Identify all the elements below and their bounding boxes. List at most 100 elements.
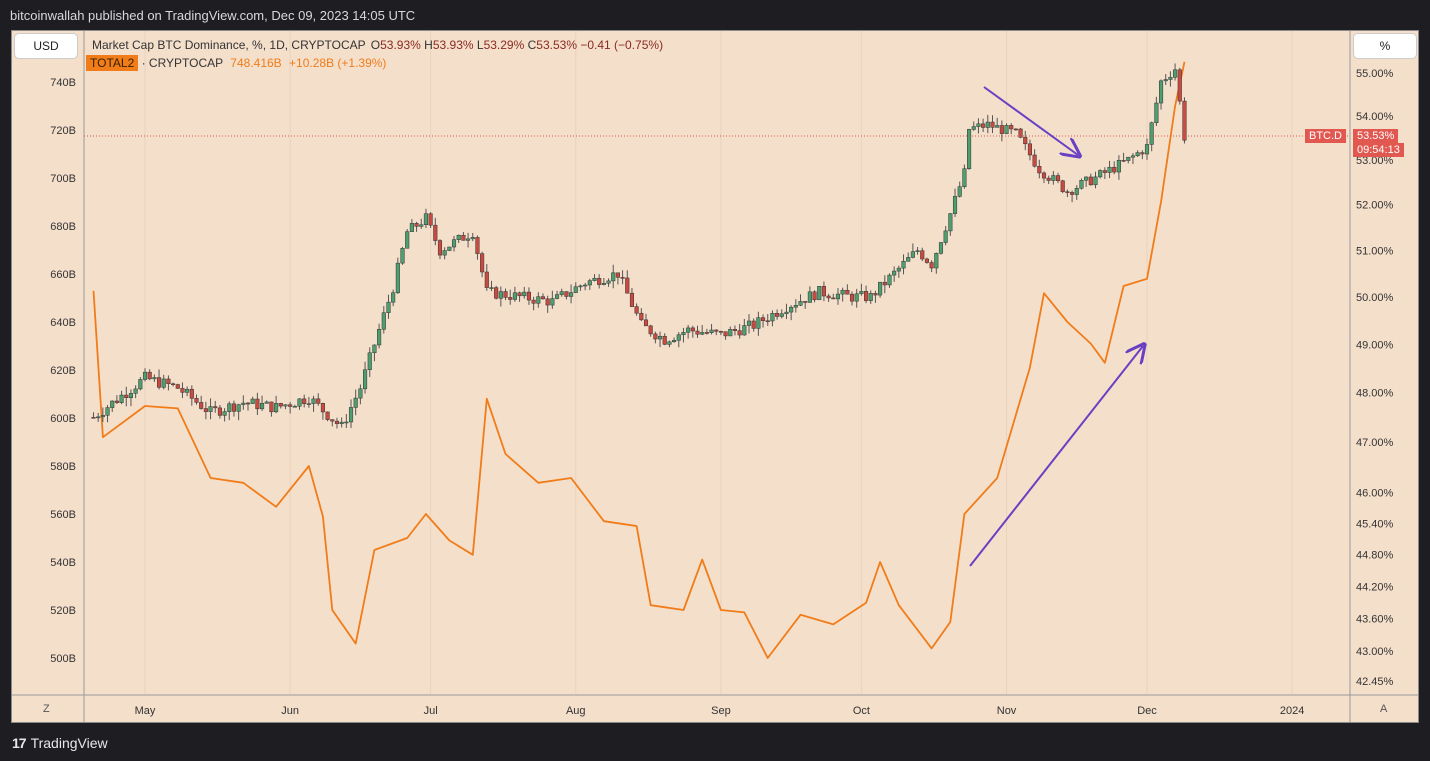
candle [1013, 128, 1018, 131]
zoom-button[interactable]: Z [43, 703, 50, 715]
candle [288, 402, 293, 414]
candle [704, 328, 709, 335]
candle [180, 382, 185, 399]
candle [667, 340, 672, 348]
candle [325, 411, 330, 422]
candle [564, 291, 569, 300]
candle [522, 286, 527, 299]
candle [695, 325, 700, 338]
candle [1032, 149, 1037, 168]
candle [868, 290, 873, 304]
candle [629, 287, 635, 308]
candle [849, 291, 855, 306]
candle [831, 293, 836, 300]
candle [882, 275, 887, 294]
candle [653, 331, 658, 344]
left-axis-tick: 720B [50, 125, 76, 137]
candle [981, 118, 986, 133]
chart-frame [11, 30, 1419, 723]
overlay-legend: TOTAL2 · CRYPTOCAP 748.416B +10.28B (+1.… [86, 55, 386, 71]
candle [948, 213, 953, 236]
candle [550, 290, 555, 309]
candle [1009, 123, 1014, 135]
candle [990, 115, 995, 134]
candle [615, 272, 620, 285]
candle [901, 254, 906, 275]
candle [657, 331, 663, 348]
annotation-arrow-up [969, 346, 1143, 567]
candle [386, 294, 391, 319]
right-axis-tick: 53.00% [1356, 155, 1394, 167]
left-axis-tick: 580B [50, 461, 76, 473]
left-axis-tick: 500B [50, 653, 76, 665]
candle [606, 278, 611, 287]
annotation-arrow-down [983, 86, 1078, 155]
candle [742, 318, 747, 336]
candle [203, 401, 208, 420]
candle [775, 309, 780, 320]
open-value: 53.93% [380, 38, 421, 52]
footer-logo[interactable]: 17 TradingView [12, 735, 108, 751]
left-axis-tick: 620B [50, 365, 76, 377]
candle [348, 399, 354, 429]
candle [1065, 189, 1070, 198]
candle [611, 264, 616, 289]
candle [1055, 172, 1061, 184]
candle [554, 290, 560, 300]
candle [643, 313, 649, 327]
candle [508, 289, 513, 305]
candle [723, 331, 728, 340]
overlay-series-name: · CRYPTOCAP [141, 56, 223, 70]
auto-scale-button[interactable]: A [1380, 703, 1388, 715]
candle [377, 323, 382, 349]
candle [929, 260, 934, 273]
candle [339, 417, 344, 428]
candle [358, 384, 363, 405]
candle [105, 405, 110, 423]
candle [451, 235, 457, 252]
left-axis-tick: 560B [50, 509, 76, 521]
candle [812, 290, 817, 303]
candle [1121, 152, 1126, 163]
candle [709, 324, 714, 335]
right-axis-tick: 55.00% [1356, 68, 1394, 80]
candle [620, 270, 625, 285]
candle [255, 392, 260, 416]
candle [231, 400, 237, 417]
total2-badge[interactable]: TOTAL2 [86, 55, 139, 71]
candle [517, 291, 522, 302]
candle [1173, 63, 1178, 81]
x-axis-tick: Jun [281, 705, 299, 717]
candle [732, 325, 738, 336]
symbol-price-tag: BTC.D [1305, 129, 1346, 143]
candle [1023, 130, 1028, 151]
candle [1004, 123, 1009, 135]
candle [456, 234, 461, 244]
countdown-tag: 09:54:13 [1353, 143, 1404, 157]
candle [227, 401, 232, 421]
candle [414, 221, 419, 232]
candle [962, 164, 967, 189]
candle [526, 287, 531, 305]
candle [1098, 169, 1103, 179]
left-axis-tick: 600B [50, 413, 76, 425]
percent-scale-button[interactable]: % [1354, 34, 1416, 58]
candle [311, 395, 316, 412]
candle [583, 282, 588, 291]
candle [512, 286, 517, 302]
main-series-name: Market Cap BTC Dominance, %, 1D, CRYPTOC… [92, 38, 366, 52]
left-axis-tick: 700B [50, 173, 76, 185]
candle [896, 265, 901, 278]
candle [597, 274, 602, 289]
candle [1070, 190, 1075, 203]
currency-button[interactable]: USD [15, 34, 77, 58]
candle [835, 288, 841, 305]
candle [728, 326, 733, 337]
candle [1051, 171, 1056, 185]
candle [194, 394, 199, 405]
candle [826, 293, 831, 302]
candle [714, 329, 719, 336]
candle [433, 217, 438, 246]
candle [395, 257, 400, 294]
